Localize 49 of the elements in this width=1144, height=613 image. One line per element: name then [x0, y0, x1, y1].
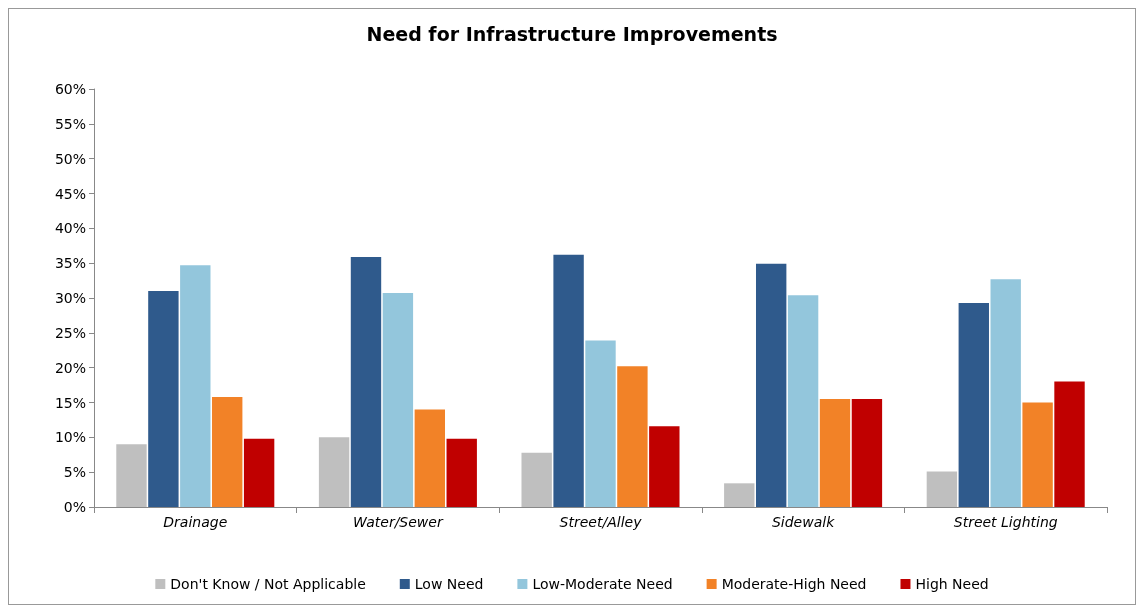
y-tick-label: 20%: [54, 359, 86, 376]
y-tick-label: 60%: [54, 81, 86, 97]
bar: [318, 437, 350, 507]
bar: [990, 279, 1021, 507]
bar: [350, 256, 382, 507]
chart-title: Need for Infrastructure Improvements: [366, 22, 778, 45]
y-tick-label: 45%: [54, 185, 86, 202]
y-tick-label: 0%: [63, 499, 86, 515]
y-tick-label: 5%: [63, 464, 86, 481]
x-tick-label: Street/Alley: [559, 514, 643, 530]
bar: [756, 263, 787, 507]
bar: [649, 426, 680, 507]
bar: [1022, 402, 1053, 507]
bar: [926, 471, 958, 507]
x-tick-label: Drainage: [163, 514, 228, 530]
y-tick-label: 40%: [54, 220, 86, 237]
bar: [148, 291, 179, 507]
legend-label: Low Need: [414, 576, 484, 592]
bar: [116, 444, 147, 507]
bar: [521, 452, 552, 507]
bar: [553, 254, 584, 507]
legend-label: Moderate-High Need: [721, 576, 867, 592]
y-tick-label: 30%: [54, 290, 86, 306]
bar: [585, 340, 616, 507]
bar: [212, 396, 243, 507]
bar: [724, 483, 755, 507]
y-tick-label: 50%: [54, 150, 86, 167]
y-tick-label: 35%: [54, 255, 86, 272]
bar: [851, 399, 883, 507]
y-tick-label: 55%: [54, 115, 86, 132]
y-tick-label: 15%: [54, 394, 86, 411]
x-tick-label: Water/Sewer: [353, 514, 444, 530]
bar: [819, 399, 851, 507]
bar: [787, 295, 819, 507]
bar: [617, 366, 648, 507]
bar: [958, 302, 989, 507]
bar: [414, 409, 445, 507]
bar: [446, 438, 477, 507]
bar: [243, 438, 275, 507]
legend-label: Low-Moderate Need: [532, 576, 673, 592]
x-tick-label: Sidewalk: [771, 514, 836, 530]
bar: [180, 265, 211, 507]
y-tick-label: 25%: [54, 324, 86, 341]
bar: [1054, 381, 1085, 507]
legend-label: High Need: [915, 576, 989, 592]
legend-label: Don't Know / Not Applicable: [170, 576, 366, 592]
y-tick-label: 10%: [54, 429, 86, 446]
bar: [382, 293, 414, 507]
x-tick-label: Street Lighting: [953, 514, 1058, 530]
